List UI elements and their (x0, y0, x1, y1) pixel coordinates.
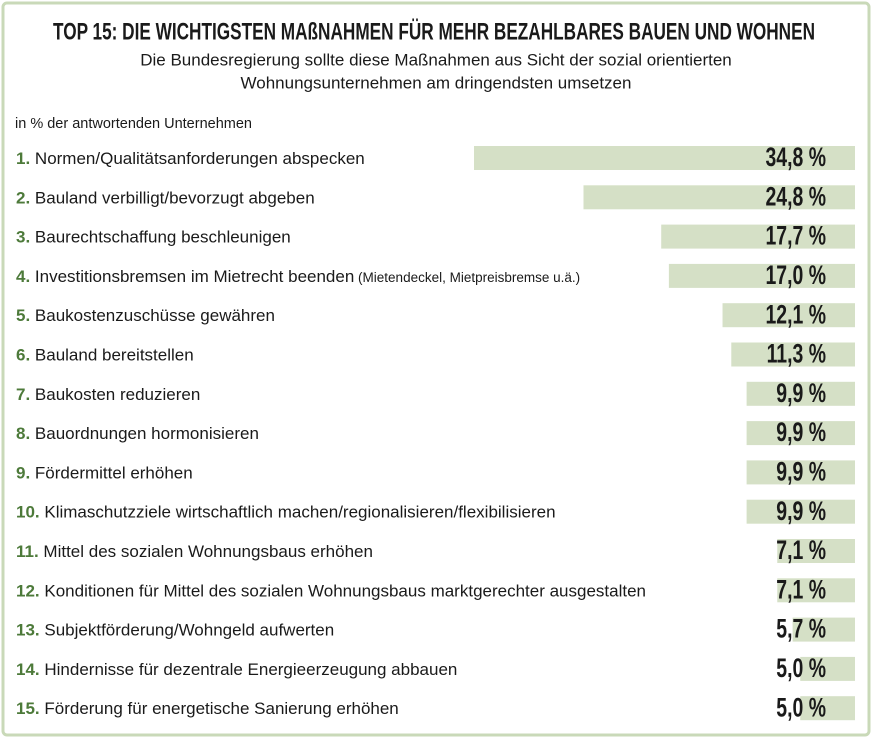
value-label-group: 12,1 % (765, 299, 826, 329)
bar (722, 303, 855, 328)
category-number: 12. (16, 582, 40, 601)
category-number: 5. (16, 307, 30, 326)
category-text: Förderung für energetische Sanierung erh… (40, 700, 399, 719)
bar (777, 539, 855, 563)
bar (800, 696, 855, 721)
category-text: Normen/Qualitätsanforderungen abspecken (30, 149, 365, 168)
bar (746, 381, 855, 406)
value-label-group: 9,9 % (776, 456, 826, 486)
bar (668, 263, 855, 288)
category-label: 14. Hindernisse für dezentrale Energieer… (16, 660, 457, 679)
value-label-group: 9,9 % (776, 417, 826, 447)
value-label: 11,3 % (767, 339, 826, 369)
category-text: Baurechtschaffung beschleunigen (30, 228, 291, 247)
value-label: 34,8 % (765, 142, 826, 172)
category-number: 1. (16, 149, 30, 168)
bar (746, 499, 855, 524)
value-label: 9,9 % (776, 496, 826, 526)
category-label: 4. Investitionsbremsen im Mietrecht been… (16, 267, 580, 286)
value-label-group: 7,1 % (776, 535, 826, 565)
value-label-group: 5,7 % (776, 614, 826, 644)
category-text: Subjektförderung/Wohngeld aufwerten (40, 621, 335, 640)
bar (777, 578, 855, 603)
value-label-group: 11,3 % (767, 339, 826, 369)
category-number: 10. (16, 503, 40, 522)
category-number: 11. (16, 542, 39, 561)
value-label-group: 17,7 % (765, 221, 826, 251)
value-label-group: 5,0 % (776, 653, 826, 683)
value-label: 12,1 % (765, 299, 826, 329)
category-label: 11. Mittel des sozialen Wohnungsbaus erh… (16, 542, 373, 561)
value-label: 9,9 % (776, 378, 826, 408)
category-text: Investitionsbremsen im Mietrecht beenden (30, 267, 354, 286)
value-label: 17,0 % (765, 260, 826, 290)
category-label: 15. Förderung für energetische Sanierung… (16, 700, 399, 719)
value-label: 17,7 % (765, 221, 826, 251)
category-label: 13. Subjektförderung/Wohngeld aufwerten (16, 621, 334, 640)
category-number: 3. (16, 228, 30, 247)
category-label: 3. Baurechtschaffung beschleunigen (16, 228, 291, 247)
bar (746, 421, 855, 446)
category-text: Klimaschutzziele wirtschaftlich machen/r… (40, 503, 556, 522)
category-label: 7. Baukosten reduzieren (16, 385, 200, 404)
category-note: (Mietendeckel, Mietpreisbremse u.ä.) (354, 269, 580, 284)
category-text: Konditionen für Mittel des sozialen Wohn… (40, 582, 646, 601)
value-label-group: 24,8 % (765, 181, 826, 211)
value-label: 5,0 % (776, 653, 826, 683)
category-text: Baukostenzuschüsse gewähren (30, 307, 275, 326)
category-label: 1. Normen/Qualitätsanforderungen abspeck… (16, 149, 365, 168)
value-label: 5,7 % (776, 614, 826, 644)
category-label: 8. Bauordnungen hormonisieren (16, 425, 259, 444)
value-label: 5,0 % (776, 692, 826, 722)
category-number: 7. (16, 385, 30, 404)
bar (800, 656, 855, 681)
category-text: Hindernisse für dezentrale Energieerzeug… (40, 660, 458, 679)
value-label-group: 9,9 % (776, 496, 826, 526)
bar (583, 185, 855, 210)
value-label-group: 9,9 % (776, 378, 826, 408)
category-number: 13. (16, 621, 40, 640)
category-number: 6. (16, 346, 30, 365)
unit-label: in % der antwortenden Unternehmen (15, 116, 252, 132)
value-label: 24,8 % (765, 181, 826, 211)
subtitle: Die Bundesregierung sollte diese Maßnahm… (140, 50, 732, 69)
value-label: 9,9 % (776, 456, 826, 486)
category-text: Bauland verbilligt/bevorzugt abgeben (30, 189, 314, 208)
category-text: Baukosten reduzieren (30, 385, 200, 404)
bar (474, 146, 855, 170)
category-label: 6. Bauland bereitstellen (16, 346, 194, 365)
value-label-group: 34,8 % (765, 142, 826, 172)
category-label: 10. Klimaschutzziele wirtschaftlich mach… (16, 503, 556, 522)
subtitle: Wohnungsunternehmen am dringendsten umse… (241, 73, 632, 92)
bar (792, 617, 855, 642)
bar (746, 460, 855, 485)
category-number: 8. (16, 425, 30, 444)
category-text: Bauordnungen hormonisieren (30, 425, 259, 444)
value-label: 7,1 % (776, 535, 826, 565)
chart-title: TOP 15: DIE WICHTIGSTEN MAßNAHMEN FÜR ME… (53, 18, 815, 45)
category-number: 9. (16, 464, 30, 483)
category-number: 4. (16, 267, 30, 286)
category-label: 5. Baukostenzuschüsse gewähren (16, 307, 275, 326)
value-label-group: 17,0 % (765, 260, 826, 290)
category-text: Fördermittel erhöhen (30, 464, 193, 483)
category-number: 15. (16, 700, 40, 719)
bar (731, 342, 855, 367)
category-number: 14. (16, 660, 40, 679)
value-label: 7,1 % (776, 574, 826, 604)
category-text: Mittel des sozialen Wohnungsbaus erhöhen (39, 542, 373, 561)
value-label-group: 7,1 % (776, 574, 826, 604)
category-label: 12. Konditionen für Mittel des sozialen … (16, 582, 646, 601)
bar (661, 224, 855, 249)
category-number: 2. (16, 189, 30, 208)
category-text: Bauland bereitstellen (30, 346, 194, 365)
category-label: 9. Fördermittel erhöhen (16, 464, 193, 483)
category-label: 2. Bauland verbilligt/bevorzugt abgeben (16, 189, 315, 208)
value-label-group: 5,0 % (776, 692, 826, 722)
value-label: 9,9 % (776, 417, 826, 447)
